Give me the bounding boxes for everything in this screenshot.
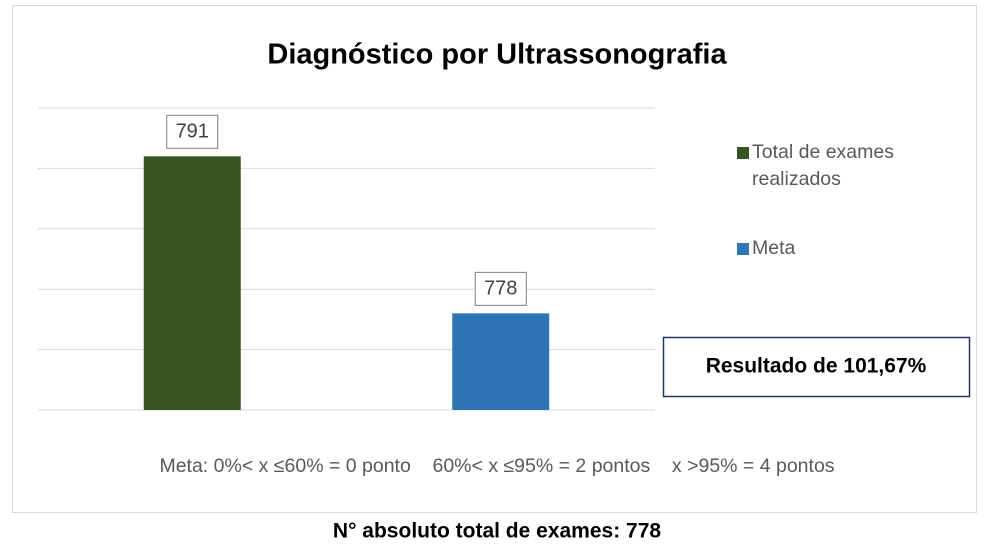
data-label-box — [166, 114, 219, 149]
legend-label: Meta — [752, 237, 796, 259]
caption: N° absoluto total de exames: 778 — [333, 520, 661, 543]
result-box — [662, 336, 971, 398]
data-label: 778 — [484, 278, 517, 300]
legend-entry: Meta — [752, 237, 796, 259]
data-label: 791 — [176, 121, 209, 143]
legend-label: Total de exames realizados — [752, 141, 894, 190]
footnote-box: Meta: 0%< x ≤60% = 0 ponto 60%< x ≤95% =… — [159, 455, 835, 477]
data-label-box — [474, 271, 527, 306]
footnote: Meta: 0%< x ≤60% = 0 ponto 60%< x ≤95% =… — [159, 455, 835, 477]
result-annotation: Resultado de 101,67% — [706, 355, 927, 378]
bar — [452, 313, 550, 410]
legend-entry: Total de exames realizados — [752, 141, 894, 190]
chart-title: Diagnóstico por Ultrassonografia — [267, 39, 727, 71]
legend-swatch — [737, 147, 749, 159]
legend-swatch — [737, 243, 749, 255]
bar — [143, 156, 241, 410]
